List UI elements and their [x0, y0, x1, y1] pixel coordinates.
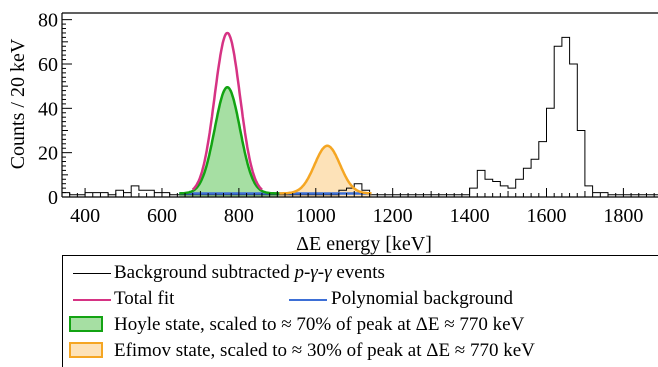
- legend-label-histogram: Background subtracted p-γ-γ events: [114, 262, 385, 284]
- y-tick-label: 60: [38, 54, 58, 76]
- curves-layer: [179, 31, 372, 195]
- legend-swatch-background: [289, 299, 327, 301]
- y-tick-label: 40: [38, 98, 58, 120]
- y-tick-label: 0: [48, 187, 58, 209]
- x-tick-label: 400: [70, 205, 100, 227]
- legend-swatch-hoyle: [69, 316, 103, 332]
- legend-swatch-total: [73, 299, 111, 301]
- x-tick-label: 1600: [526, 205, 566, 227]
- legend-label-total: Total fit: [114, 288, 175, 309]
- y-tick-label: 20: [38, 143, 58, 165]
- y-tick-label: 80: [38, 10, 58, 32]
- legend: Background subtracted p-γ-γ events Total…: [62, 255, 658, 367]
- x-tick-label: 1000: [296, 205, 336, 227]
- hoyle-state-curve: [179, 86, 280, 195]
- x-tick-label: 800: [224, 205, 254, 227]
- axes-layer: 400 600 800 1000 1200 1400 1600 1800 0 20 40 60 80: [38, 10, 658, 227]
- legend-item-histogram: Background subtracted p-γ-γ events: [63, 262, 658, 284]
- legend-hist-pre: Background subtracted: [114, 262, 295, 283]
- efimov-state-curve: [279, 144, 372, 195]
- legend-item-efimov: Efimov state, scaled to ≈ 30% of peak at…: [63, 340, 658, 362]
- legend-hist-post: events: [331, 262, 385, 283]
- legend-item-fits: Total fit Polynomial background: [63, 288, 658, 310]
- efimov-state-fill: [279, 145, 372, 197]
- x-tick-label: 1400: [450, 205, 490, 227]
- fills-layer: [179, 87, 372, 197]
- legend-label-efimov: Efimov state, scaled to ≈ 30% of peak at…: [114, 340, 535, 361]
- legend-hist-italic: p-γ-γ: [294, 262, 332, 283]
- histogram-layer: [62, 36, 658, 196]
- legend-swatch-histogram: [73, 273, 111, 274]
- hoyle-state-fill: [179, 87, 280, 197]
- x-axis-label: ΔE energy [keV]: [296, 233, 432, 255]
- x-tick-label: 1200: [373, 205, 413, 227]
- legend-label-background: Polynomial background: [331, 288, 514, 309]
- histogram-steps: [62, 36, 658, 196]
- legend-swatch-efimov: [69, 342, 103, 358]
- x-tick-label: 1800: [603, 205, 643, 227]
- legend-item-hoyle: Hoyle state, scaled to ≈ 70% of peak at …: [63, 314, 658, 336]
- x-tick-label: 600: [147, 205, 177, 227]
- y-axis-label: Counts / 20 keV: [7, 38, 29, 169]
- legend-label-hoyle: Hoyle state, scaled to ≈ 70% of peak at …: [114, 314, 525, 335]
- total-fit-curve: [191, 31, 263, 191]
